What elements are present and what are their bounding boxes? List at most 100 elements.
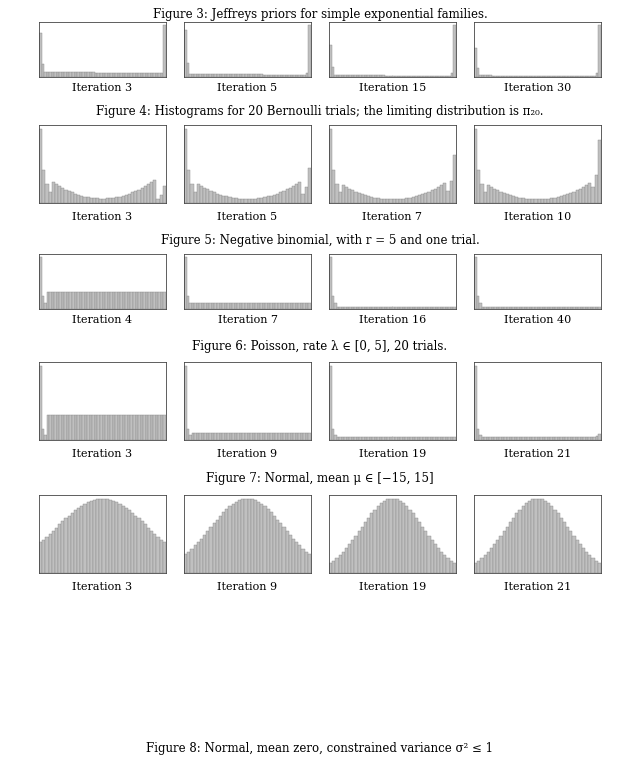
Bar [541,499,544,573]
Bar [143,74,146,77]
Bar [206,189,209,203]
Bar [444,183,447,203]
Bar [598,563,601,573]
Bar [436,307,438,309]
Bar [582,187,585,203]
Bar [289,535,292,573]
Bar [260,198,264,203]
Text: Iteration 9: Iteration 9 [218,582,278,592]
Bar [342,437,344,440]
Bar [339,437,342,440]
Bar [372,437,375,440]
Bar [494,307,497,309]
Bar [437,187,440,203]
Bar [497,76,499,77]
Bar [214,434,217,440]
Bar [288,434,291,440]
Bar [156,293,158,309]
Bar [525,76,527,77]
Bar [423,437,426,440]
Bar [421,527,424,573]
Bar [97,73,100,77]
Bar [492,307,494,309]
Bar [57,415,60,440]
Bar [275,434,278,440]
Bar [426,437,428,440]
Bar [486,552,490,573]
Bar [596,436,598,440]
Bar [438,76,441,77]
Bar [186,296,189,309]
Bar [258,434,260,440]
Bar [87,415,90,440]
Bar [39,129,42,203]
Bar [583,307,586,309]
Bar [186,429,189,440]
Bar [72,415,74,440]
Bar [484,555,486,573]
Bar [245,74,248,77]
Bar [308,434,311,440]
Bar [580,76,583,77]
Bar [588,437,591,440]
Bar [238,500,241,573]
Bar [268,303,270,309]
Bar [360,75,362,77]
Bar [454,437,456,440]
Bar [591,76,593,77]
Bar [278,303,280,309]
Bar [550,76,553,77]
Bar [351,540,355,573]
Bar [543,76,545,77]
Bar [158,293,161,309]
Bar [138,415,141,440]
Bar [60,72,62,77]
Bar [268,74,270,77]
Bar [362,307,365,309]
Bar [344,75,347,77]
Bar [588,183,591,203]
Bar [563,195,566,203]
Bar [339,192,342,203]
Bar [412,197,415,203]
Bar [517,307,520,309]
Bar [49,192,52,203]
Bar [453,155,456,203]
Bar [154,180,156,203]
Bar [154,293,156,309]
Bar [71,192,74,203]
Bar [558,437,561,440]
Bar [392,199,396,203]
Bar [550,307,553,309]
Bar [60,415,62,440]
Bar [426,76,428,77]
Bar [90,198,93,203]
Bar [376,198,380,203]
Bar [90,415,92,440]
Bar [67,72,70,77]
Bar [291,75,293,77]
Bar [375,437,377,440]
Bar [383,199,386,203]
Bar [141,188,144,203]
Bar [260,74,263,77]
Bar [538,437,540,440]
Bar [357,75,360,77]
Bar [540,76,543,77]
Bar [298,303,301,309]
Bar [440,185,444,203]
Bar [575,307,578,309]
Bar [122,196,125,203]
Bar [499,192,502,203]
Bar [528,199,531,203]
Bar [415,76,418,77]
Bar [492,76,494,77]
Bar [289,188,292,203]
Bar [209,434,212,440]
Bar [497,437,499,440]
Bar [241,199,244,203]
Bar [80,506,83,573]
Bar [541,199,544,203]
Bar [392,76,395,77]
Bar [415,196,418,203]
